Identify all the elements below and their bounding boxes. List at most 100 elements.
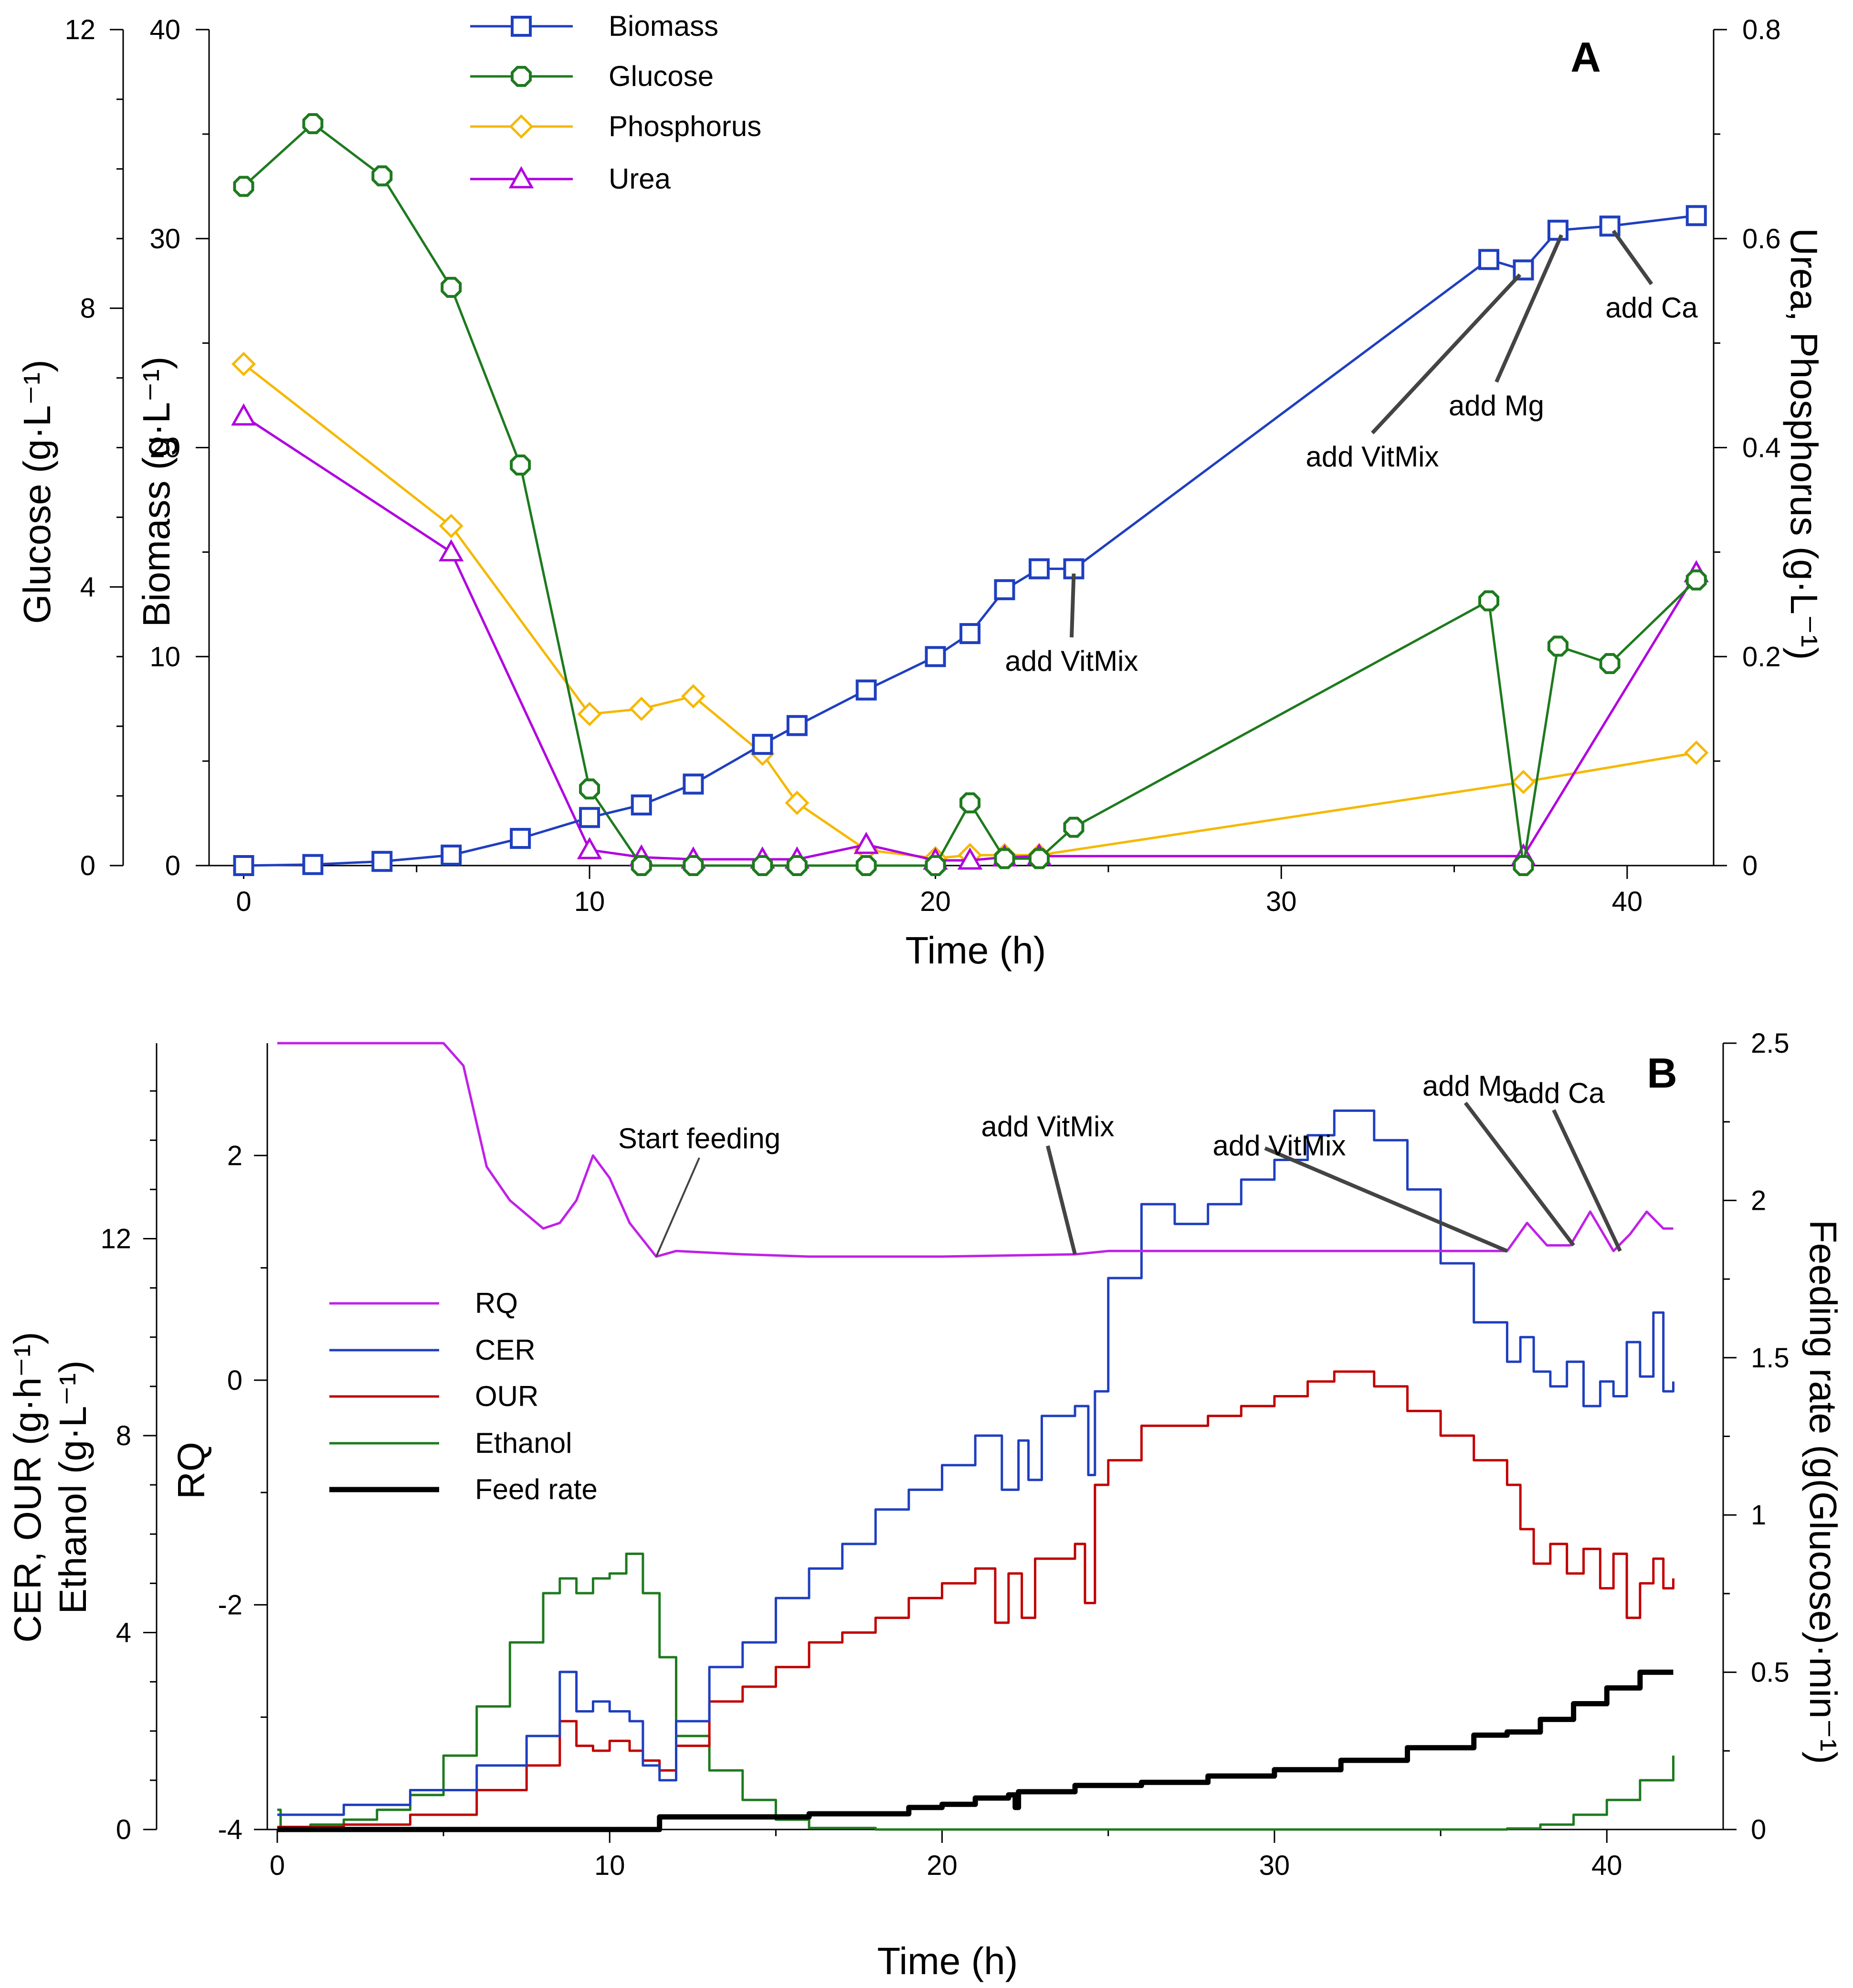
- annotation-pointer: [1611, 230, 1653, 286]
- cer-line: [277, 1109, 1674, 1816]
- panel-b-x-tick-label: 0: [270, 1850, 285, 1881]
- legend-label-phosphorus: Phosphorus: [609, 110, 761, 142]
- phosphorus-marker: [785, 791, 810, 815]
- panel-a-glucose-axis-title: Glucose (g·L⁻¹): [16, 360, 58, 624]
- glucose-marker: [1029, 848, 1050, 869]
- panel-b-x-tick-label: 10: [594, 1850, 625, 1881]
- annotation-pointer: [1046, 1145, 1077, 1255]
- biomass-marker: [441, 845, 462, 866]
- urea-phosphorus-tick-label: 0.2: [1742, 641, 1781, 672]
- panel-a-xlabel: Time (h): [905, 929, 1046, 972]
- annotation-pointer: [1463, 1101, 1575, 1247]
- panel-b-x-tick-label: 40: [1591, 1850, 1622, 1881]
- panel-b-label: B: [1647, 1049, 1677, 1097]
- glucose-marker: [683, 855, 704, 876]
- phosphorus-marker: [629, 697, 654, 721]
- glucose-marker: [959, 792, 981, 814]
- legend-label-biomass: Biomass: [609, 10, 718, 42]
- panel-b-rq-axis-title: RQ: [170, 1442, 212, 1499]
- biomass-tick-label: 20: [149, 433, 180, 464]
- annotation-label: add Mg: [1422, 1070, 1518, 1102]
- annotation-pointer: [1552, 1109, 1622, 1252]
- biomass-tick-label: 0: [165, 850, 180, 881]
- glucose-tick-label: 0: [80, 850, 95, 881]
- feed-tick-label: 0: [1751, 1814, 1766, 1845]
- glucose-marker: [925, 855, 946, 876]
- panel-b-left-tick-label: 12: [100, 1224, 131, 1255]
- glucose-marker: [994, 848, 1015, 869]
- biomass-marker: [1685, 205, 1707, 226]
- rq-line: [277, 1042, 1674, 1258]
- annotation-label: add VitMix: [981, 1110, 1114, 1142]
- urea-phosphorus-tick-label: 0.8: [1742, 14, 1781, 45]
- phosphorus-line: [242, 363, 1697, 860]
- biomass-marker: [959, 623, 981, 645]
- glucose-marker: [631, 855, 652, 876]
- glucose-tick-label: 4: [80, 571, 95, 603]
- panel-b-xlabel: Time (h): [877, 1940, 1018, 1982]
- legend-label-ethanol: Ethanol: [475, 1427, 572, 1459]
- panel-b-left-axis-title-line1: CER, OUR (g·h⁻¹): [6, 1332, 49, 1642]
- panel-a-x-tick-label: 20: [920, 886, 951, 917]
- legend-marker-biomass: [511, 16, 532, 37]
- panel-a-chart: 0 4 8 12 0 10 20 30 40 0 0.2 0.4 0.6 0.8 0 10 20 30 40 add…: [16, 10, 1825, 972]
- biomass-tick-label: 40: [149, 14, 180, 45]
- phosphorus-marker: [1684, 740, 1709, 765]
- panel-a-label: A: [1570, 33, 1601, 81]
- biomass-marker: [855, 679, 877, 701]
- glucose-marker: [1063, 816, 1084, 838]
- feed-tick-label: 2.5: [1751, 1028, 1790, 1059]
- rq-tick-label: -4: [218, 1814, 242, 1845]
- legend-label-cer: CER: [475, 1334, 536, 1366]
- glucose-marker: [1513, 855, 1534, 876]
- feed-tick-label: 2: [1751, 1185, 1766, 1216]
- panel-b-x-tick-label: 30: [1259, 1850, 1290, 1881]
- panel-b-left-tick-label: 8: [116, 1420, 131, 1451]
- legend-label-glucose: Glucose: [609, 60, 714, 92]
- glucose-marker: [1478, 590, 1500, 612]
- biomass-marker: [1547, 220, 1569, 241]
- urea-marker: [853, 832, 879, 854]
- legend-label-feed-rate: Feed rate: [475, 1473, 598, 1505]
- our-line: [277, 1370, 1674, 1829]
- glucose-marker: [441, 276, 462, 298]
- panel-a-legend: Biomass Glucose Phosphorus Urea: [470, 10, 761, 195]
- biomass-marker: [1478, 249, 1500, 270]
- biomass-marker: [510, 828, 531, 849]
- glucose-marker: [233, 176, 254, 197]
- urea-marker: [577, 837, 602, 859]
- glucose-tick-label: 12: [64, 14, 95, 45]
- glucose-marker: [510, 454, 531, 476]
- legend-label-urea: Urea: [609, 163, 671, 195]
- panel-b-left-tick-label: 4: [116, 1618, 131, 1649]
- legend-marker-phosphorus: [509, 114, 534, 139]
- glucose-marker: [1547, 635, 1569, 657]
- panel-b-legend: RQ CER OUR Ethanol Feed rate: [329, 1287, 598, 1505]
- glucose-marker: [302, 113, 324, 134]
- panel-b-x-tick-label: 20: [926, 1850, 958, 1881]
- glucose-tick-label: 8: [80, 293, 95, 324]
- biomass-marker: [233, 855, 254, 876]
- biomass-marker: [683, 773, 704, 795]
- biomass-marker: [752, 734, 773, 755]
- annotation-label: add Ca: [1605, 292, 1698, 324]
- glucose-marker: [579, 778, 600, 800]
- urea-phosphorus-tick-label: 0.6: [1742, 223, 1781, 254]
- annotation-label: add VitMix: [1306, 441, 1439, 473]
- glucose-marker: [752, 855, 773, 876]
- biomass-marker: [786, 715, 808, 736]
- annotation-label: add VitMix: [1005, 645, 1138, 677]
- phosphorus-marker: [439, 514, 463, 539]
- panel-b-feed-axis-title: Feeding rate (g(Glucose)·min⁻¹): [1802, 1220, 1844, 1764]
- annotation-pointer: [1495, 234, 1563, 383]
- panel-a-urea-phosphorus-axis-title: Urea, Phosphorus (g·L⁻¹): [1783, 228, 1825, 660]
- glucose-marker: [855, 855, 877, 876]
- phosphorus-marker: [1511, 770, 1536, 794]
- annotation-pointer: [655, 1157, 700, 1257]
- feed-rate-line: [277, 1670, 1674, 1832]
- glucose-line: [242, 122, 1697, 867]
- feed-tick-label: 1.5: [1751, 1343, 1790, 1374]
- legend-label-our: OUR: [475, 1380, 538, 1412]
- biomass-marker: [371, 851, 393, 872]
